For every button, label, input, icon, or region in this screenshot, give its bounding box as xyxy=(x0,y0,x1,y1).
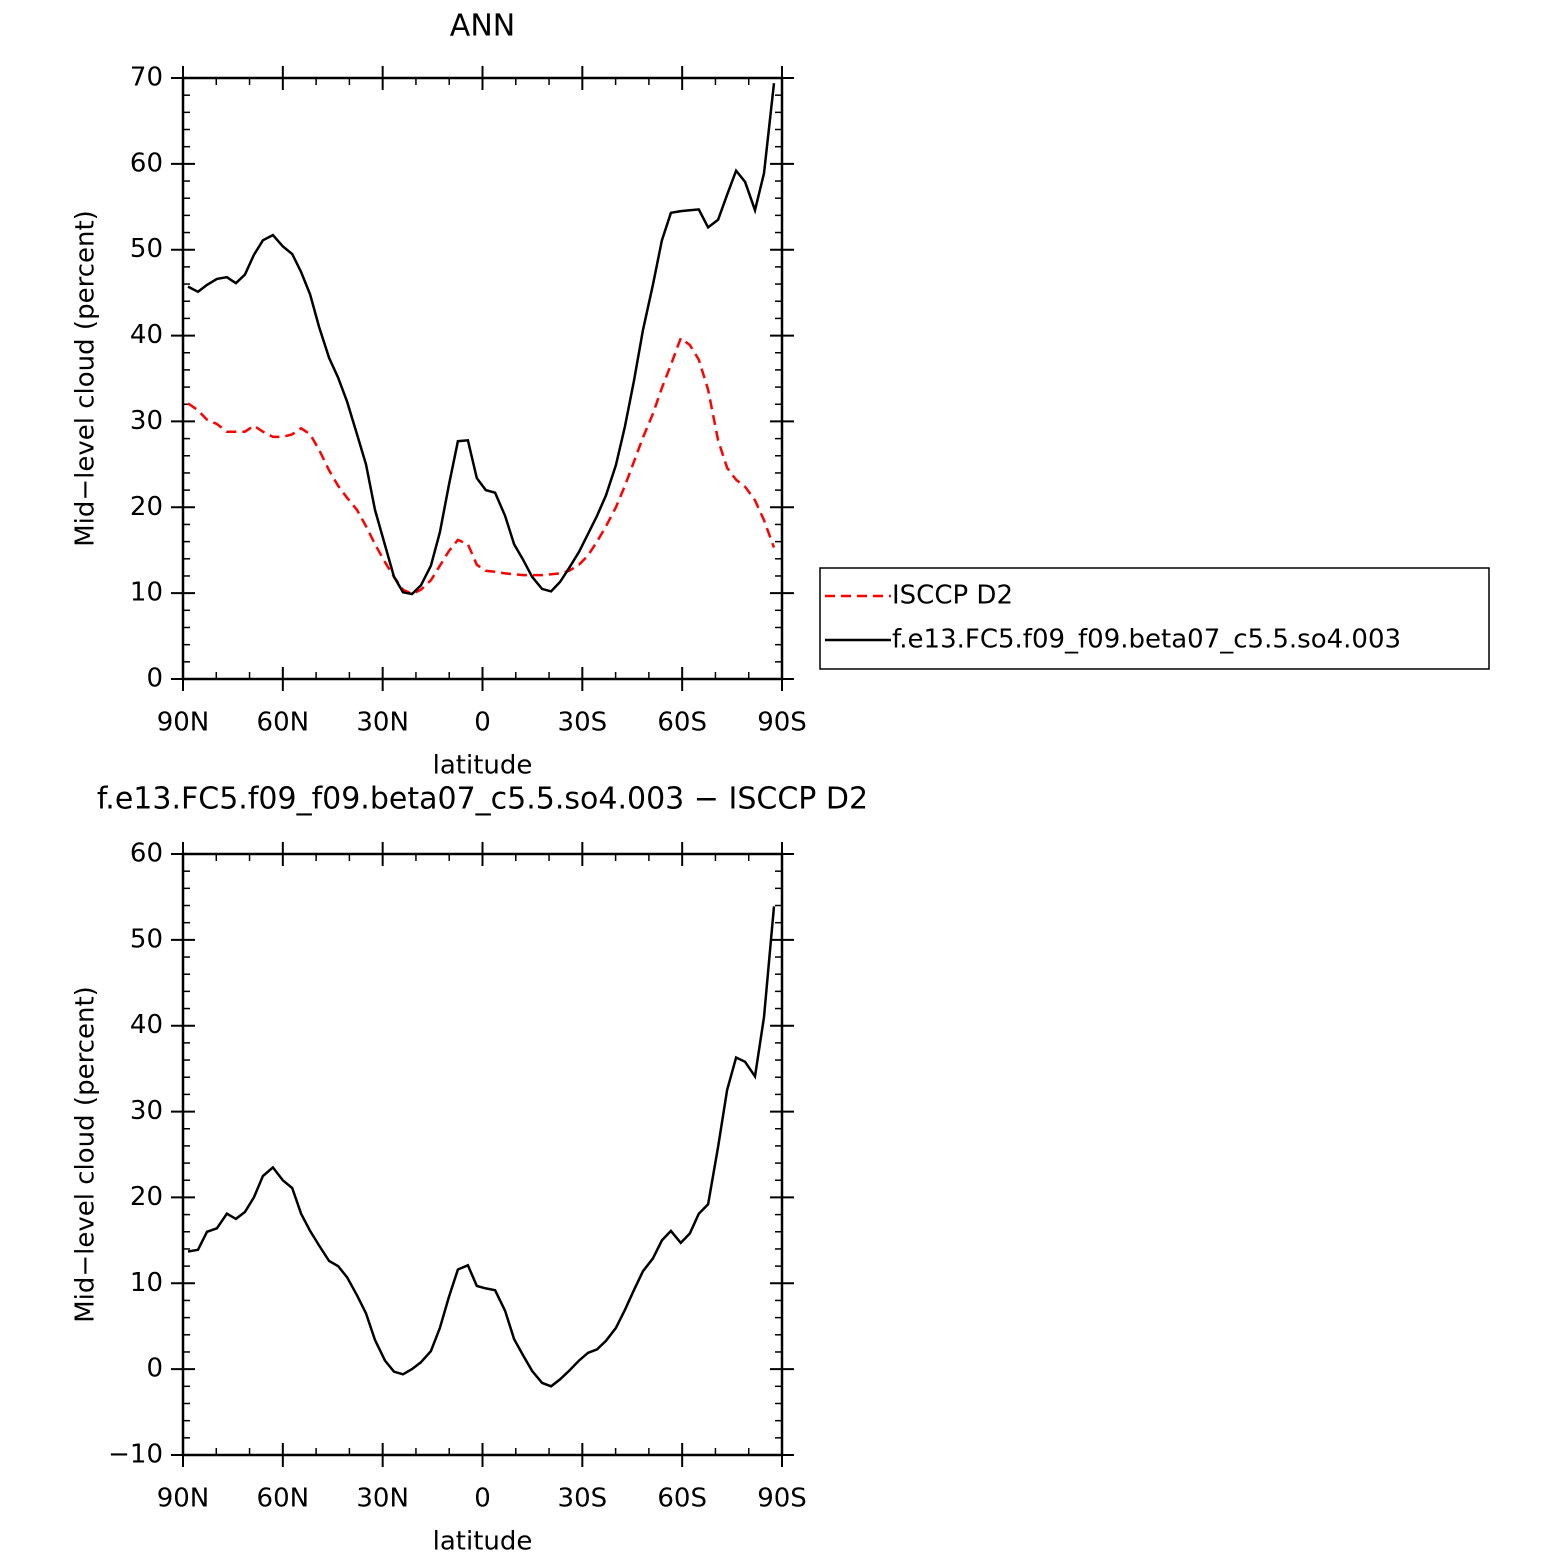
y-tick-label: 10 xyxy=(130,578,163,608)
y-tick-label: 40 xyxy=(130,1010,163,1040)
y-tick-label: 50 xyxy=(130,234,163,264)
x-tick-label: 90N xyxy=(157,1484,210,1514)
legend-label: f.e13.FC5.f09_f09.beta07_c5.5.so4.003 xyxy=(892,625,1401,655)
y-tick-label: 10 xyxy=(130,1268,163,1298)
y-axis-label: Mid−level cloud (percent) xyxy=(71,986,101,1323)
y-tick-label: 0 xyxy=(146,1354,163,1384)
x-axis-label: latitude xyxy=(433,1527,533,1557)
y-tick-label: 30 xyxy=(130,1096,163,1126)
data-line xyxy=(187,906,776,1388)
y-tick-label: 60 xyxy=(130,839,163,869)
x-tick-label: 90S xyxy=(757,1484,807,1514)
x-tick-label: 60S xyxy=(657,708,707,738)
chart-title: ANN xyxy=(450,9,515,44)
y-tick-label: 60 xyxy=(130,148,163,178)
y-tick-label: 0 xyxy=(146,664,163,694)
plot-frame xyxy=(181,76,784,681)
y-tick-label: 20 xyxy=(130,1182,163,1212)
legend-label: ISCCP D2 xyxy=(892,581,1013,611)
data-line xyxy=(187,336,776,596)
chart-title: f.e13.FC5.f09_f09.beta07_c5.5.so4.003 − … xyxy=(97,782,868,817)
x-tick-label: 60S xyxy=(657,1484,707,1514)
x-tick-label: 30N xyxy=(356,708,409,738)
y-axis-label: Mid−level cloud (percent) xyxy=(71,210,101,547)
x-tick-label: 30N xyxy=(356,1484,409,1514)
x-tick-label: 60N xyxy=(257,708,310,738)
y-tick-label: 50 xyxy=(130,924,163,954)
x-axis-label: latitude xyxy=(433,751,533,781)
x-tick-label: 0 xyxy=(474,708,491,738)
x-tick-label: 60N xyxy=(257,1484,310,1514)
y-tick-label: −10 xyxy=(108,1440,163,1470)
y-tick-label: 40 xyxy=(130,320,163,350)
data-line xyxy=(187,83,776,596)
x-tick-label: 90N xyxy=(157,708,210,738)
x-tick-label: 90S xyxy=(757,708,807,738)
y-tick-label: 70 xyxy=(130,63,163,93)
x-tick-label: 30S xyxy=(558,708,608,738)
y-tick-label: 20 xyxy=(130,492,163,522)
x-tick-label: 0 xyxy=(474,1484,491,1514)
plot-frame xyxy=(181,852,784,1457)
x-tick-label: 30S xyxy=(558,1484,608,1514)
y-tick-label: 30 xyxy=(130,406,163,436)
legend-box xyxy=(819,567,1490,670)
